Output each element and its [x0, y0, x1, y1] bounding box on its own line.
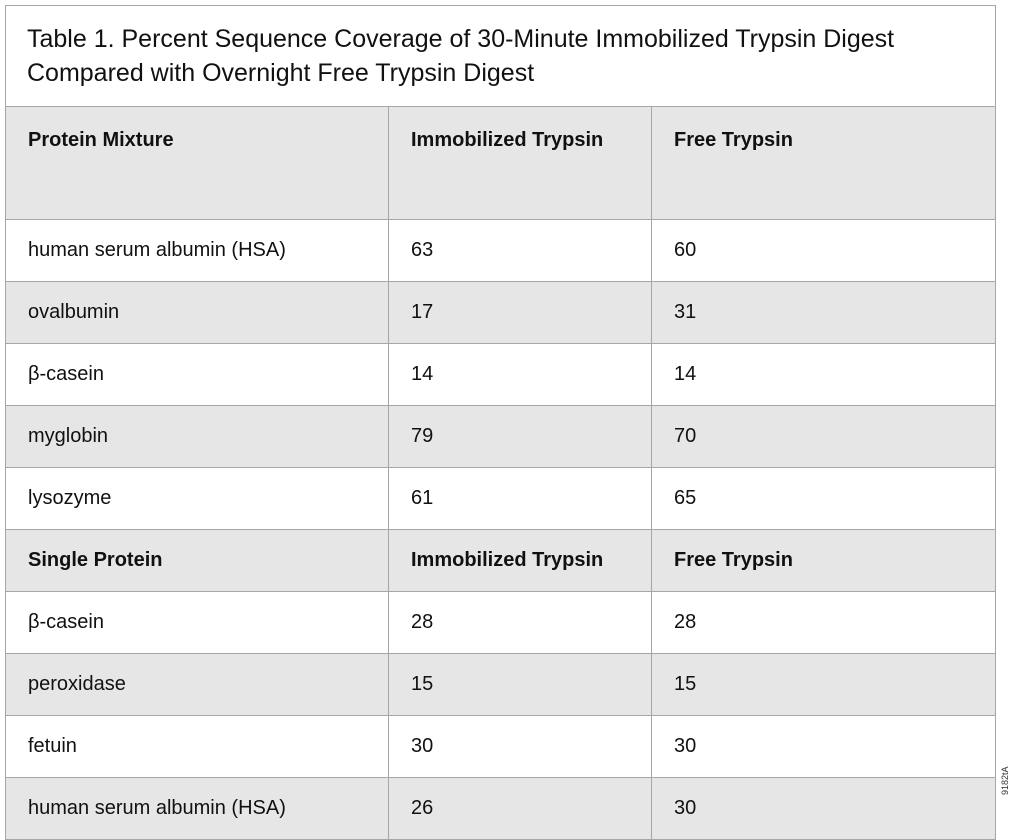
coverage-value-cell: 70: [651, 405, 996, 468]
coverage-value-cell: 14: [388, 343, 652, 406]
column-header: Free Trypsin: [651, 529, 996, 592]
coverage-value-cell: 30: [651, 715, 996, 778]
section-header-row: Single Protein Immobilized Trypsin Free Tr…: [5, 529, 996, 592]
protein-name-cell: human serum albumin (HSA): [5, 777, 389, 840]
table-row: human serum albumin (HSA) 63 60: [5, 219, 996, 282]
table-row: myglobin 79 70: [5, 405, 996, 468]
coverage-value-cell: 60: [651, 219, 996, 282]
coverage-value-cell: 17: [388, 281, 652, 344]
column-header: Protein Mixture: [5, 106, 389, 220]
table-row: lysozyme 61 65: [5, 467, 996, 530]
protein-name-cell: β-casein: [5, 343, 389, 406]
table-row: β-casein 14 14: [5, 343, 996, 406]
column-header: Immobilized Trypsin: [388, 106, 652, 220]
coverage-value-cell: 31: [651, 281, 996, 344]
table-row: peroxidase 15 15: [5, 653, 996, 716]
protein-name-cell: fetuin: [5, 715, 389, 778]
table-row: human serum albumin (HSA) 26 30: [5, 777, 996, 840]
figure-code: 9182tA: [1000, 766, 1010, 795]
protein-name-cell: myglobin: [5, 405, 389, 468]
column-header: Single Protein: [5, 529, 389, 592]
coverage-value-cell: 30: [651, 777, 996, 840]
coverage-value-cell: 79: [388, 405, 652, 468]
coverage-table: Table 1. Percent Sequence Coverage of 30…: [5, 5, 996, 840]
coverage-value-cell: 61: [388, 467, 652, 530]
protein-name-cell: β-casein: [5, 591, 389, 654]
protein-name-cell: ovalbumin: [5, 281, 389, 344]
table-row: ovalbumin 17 31: [5, 281, 996, 344]
coverage-value-cell: 28: [651, 591, 996, 654]
protein-name-cell: peroxidase: [5, 653, 389, 716]
table-title: Table 1. Percent Sequence Coverage of 30…: [5, 5, 996, 107]
coverage-value-cell: 63: [388, 219, 652, 282]
column-header: Immobilized Trypsin: [388, 529, 652, 592]
section-header-row: Protein Mixture Immobilized Trypsin Free T…: [5, 106, 996, 220]
column-header: Free Trypsin: [651, 106, 996, 220]
coverage-value-cell: 30: [388, 715, 652, 778]
protein-name-cell: human serum albumin (HSA): [5, 219, 389, 282]
table-row: β-casein 28 28: [5, 591, 996, 654]
protein-name-cell: lysozyme: [5, 467, 389, 530]
table-row: fetuin 30 30: [5, 715, 996, 778]
coverage-value-cell: 15: [651, 653, 996, 716]
coverage-value-cell: 65: [651, 467, 996, 530]
coverage-value-cell: 26: [388, 777, 652, 840]
coverage-value-cell: 15: [388, 653, 652, 716]
coverage-value-cell: 14: [651, 343, 996, 406]
coverage-value-cell: 28: [388, 591, 652, 654]
